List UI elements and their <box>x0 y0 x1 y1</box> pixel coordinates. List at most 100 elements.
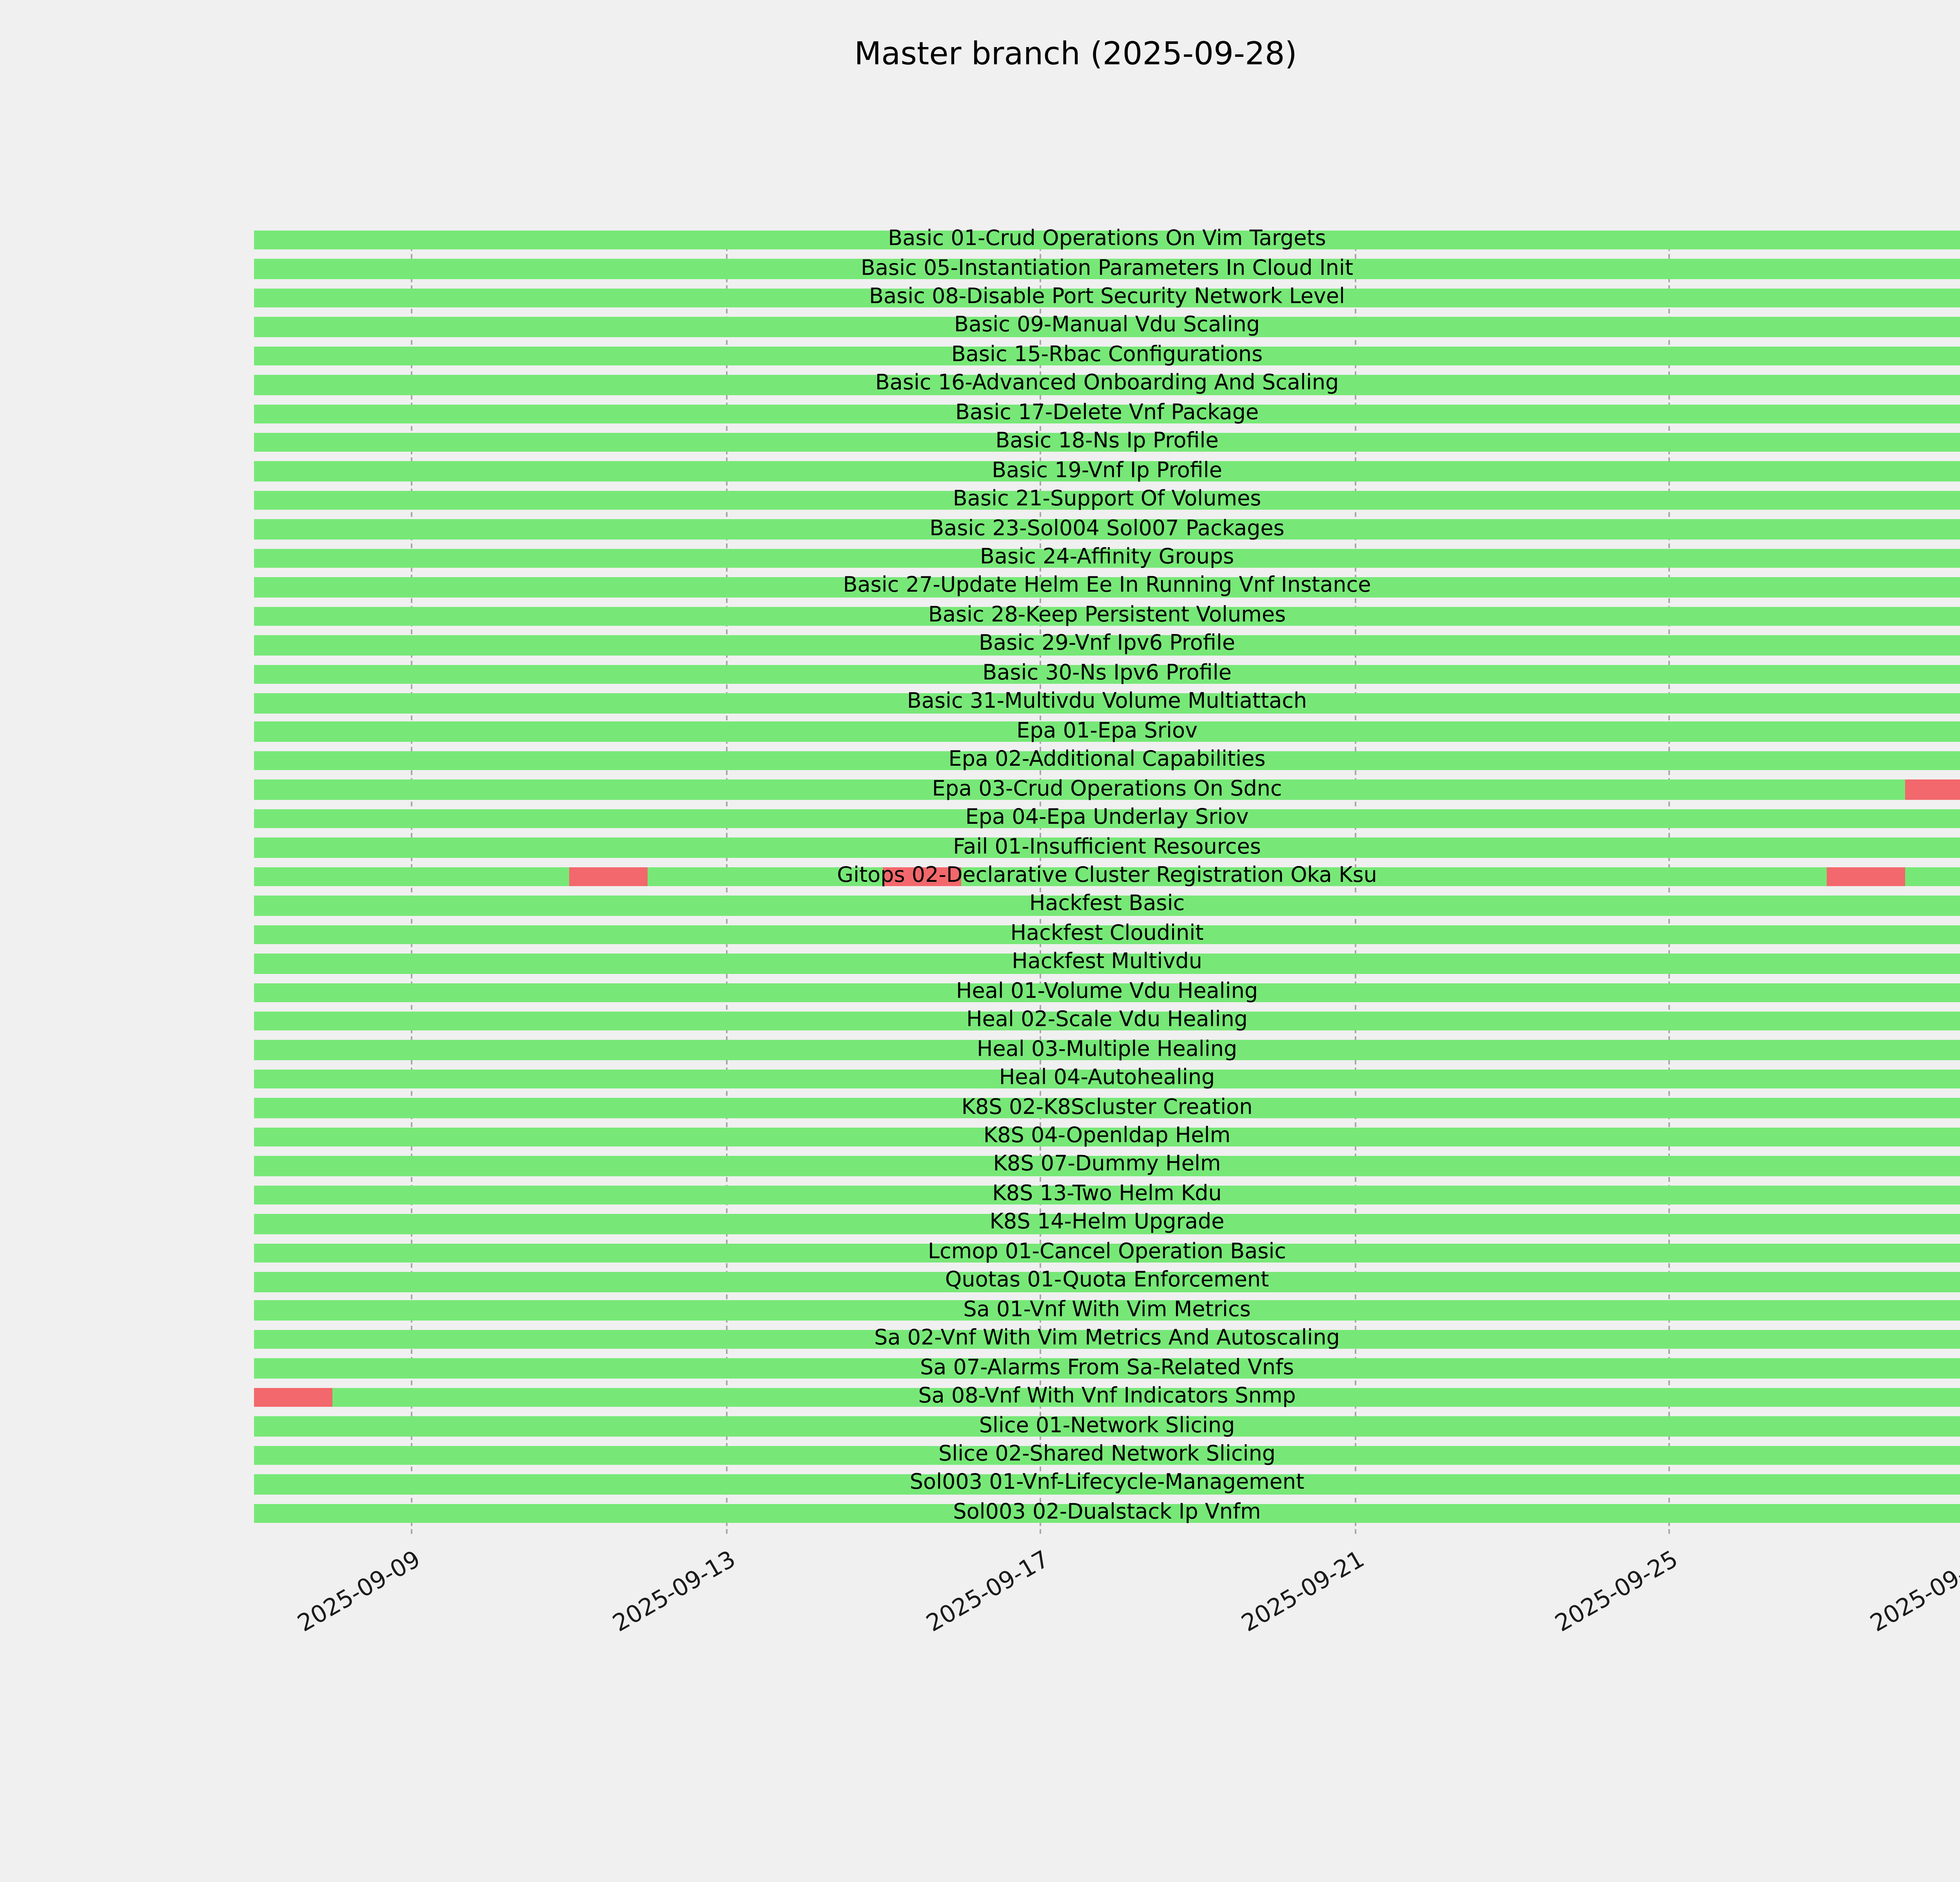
task-bar-segment-pass <box>254 809 1960 829</box>
task-label: Basic 09-Manual Vdu Scaling <box>954 313 1260 338</box>
task-label: Slice 01-Network Slicing <box>979 1413 1235 1438</box>
task-bar-segment-fail <box>568 867 647 887</box>
task-label: Heal 03-Multiple Healing <box>976 1036 1238 1062</box>
task-bar-segment-pass <box>254 1330 1960 1350</box>
task-label: Hackfest Basic <box>1029 892 1185 917</box>
task-label: Basic 30-Ns Ipv6 Profile <box>982 660 1232 686</box>
task-label: Basic 28-Keep Persistent Volumes <box>928 602 1286 628</box>
task-label: Basic 15-Rbac Configurations <box>951 342 1263 367</box>
task-bar-segment-pass <box>254 549 1960 568</box>
task-bar-segment-pass <box>254 983 1960 1002</box>
task-label: Fail 01-Insufficient Resources <box>953 834 1261 859</box>
task-bar-segment-pass <box>254 1272 1960 1292</box>
task-label: Epa 02-Additional Capabilities <box>948 747 1266 772</box>
task-label: Basic 16-Advanced Onboarding And Scaling <box>875 371 1339 396</box>
task-bar-segment-pass <box>254 317 1960 337</box>
task-label: Heal 01-Volume Vdu Healing <box>956 979 1258 1004</box>
task-label: Heal 04-Autohealing <box>999 1065 1215 1091</box>
task-bar-segment-pass <box>254 288 1960 308</box>
task-bar-segment-pass <box>332 1388 1960 1408</box>
task-bar-segment-pass <box>254 1474 1960 1494</box>
task-bar-segment-pass <box>254 461 1960 481</box>
task-label: Sa 07-Alarms From Sa-Related Vnfs <box>920 1355 1294 1380</box>
task-label: K8S 02-K8Scluster Creation <box>961 1094 1253 1120</box>
task-bar-segment-pass <box>254 954 1960 974</box>
task-label: K8S 04-Openldap Helm <box>983 1123 1231 1148</box>
task-label: Basic 23-Sol004 Sol007 Packages <box>929 516 1285 541</box>
task-label: Basic 18-Ns Ip Profile <box>995 429 1219 454</box>
x-axis-tick-label: 2025-09-25 <box>1550 1545 1683 1638</box>
chart-title: Master branch (2025-09-28) <box>854 35 1297 72</box>
task-bar-segment-fail <box>254 1388 333 1408</box>
task-bar-segment-pass <box>254 230 1960 250</box>
task-bar-segment-pass <box>254 1445 1960 1465</box>
task-label: Sa 08-Vnf With Vnf Indicators Snmp <box>918 1384 1296 1409</box>
task-label: Sa 02-Vnf With Vim Metrics And Autoscali… <box>874 1326 1340 1351</box>
task-bar-segment-pass <box>254 1359 1960 1379</box>
task-bar-segment-pass <box>254 1069 1960 1089</box>
task-bar-segment-pass <box>254 925 1960 945</box>
task-bar-segment-pass <box>254 1243 1960 1263</box>
x-axis-tick-label: 2025-09-29 <box>1865 1545 1960 1638</box>
task-bar-segment-pass <box>254 346 1960 366</box>
task-bar-segment-pass <box>254 693 1960 713</box>
task-bar-segment-pass <box>254 1156 1960 1176</box>
task-label: Basic 24-Affinity Groups <box>980 545 1234 570</box>
task-bar-segment-fail <box>1905 780 1960 800</box>
task-label: K8S 14-Helm Upgrade <box>989 1210 1225 1235</box>
task-bar-segment-pass <box>254 780 1905 800</box>
task-label: Gitops 02-Declarative Cluster Registrati… <box>837 863 1377 888</box>
task-bar-segment-pass <box>1905 867 1960 887</box>
task-label: Sol003 01-Vnf-Lifecycle-Management <box>909 1470 1305 1496</box>
task-label: Basic 01-Crud Operations On Vim Targets <box>888 226 1326 252</box>
task-label: Basic 21-Support Of Volumes <box>953 487 1261 512</box>
task-bar-segment-pass <box>254 520 1960 540</box>
task-label: Epa 01-Epa Sriov <box>1016 718 1198 743</box>
task-label: Basic 29-Vnf Ipv6 Profile <box>978 631 1236 657</box>
task-label: Hackfest Cloudinit <box>1010 921 1204 946</box>
task-bar-segment-pass <box>254 404 1960 423</box>
task-bar-segment-pass <box>254 1214 1960 1234</box>
task-bar-segment-pass <box>254 1040 1960 1060</box>
task-bar-segment-pass <box>254 867 569 887</box>
task-label: Lcmop 01-Cancel Operation Basic <box>927 1239 1286 1264</box>
x-axis-tick-label: 2025-09-13 <box>607 1545 740 1638</box>
task-bar-segment-pass <box>254 1011 1960 1031</box>
task-bar-segment-fail <box>883 867 962 887</box>
x-axis-tick-label: 2025-09-17 <box>922 1545 1054 1638</box>
task-bar-segment-pass <box>254 664 1960 684</box>
task-label: K8S 13-Two Helm Kdu <box>992 1181 1222 1206</box>
task-bar-segment-pass <box>254 259 1960 279</box>
task-bar-segment-pass <box>254 751 1960 771</box>
task-bar-segment-pass <box>254 577 1960 597</box>
task-bar-segment-pass <box>254 375 1960 395</box>
task-label: Epa 04-Epa Underlay Sriov <box>965 805 1249 830</box>
task-bar-segment-pass <box>254 1185 1960 1205</box>
task-label: Heal 02-Scale Vdu Healing <box>966 1007 1248 1033</box>
task-bar-segment-pass <box>254 1301 1960 1321</box>
task-label: Basic 05-Instantiation Parameters In Clo… <box>860 255 1354 280</box>
task-label: K8S 07-Dummy Helm <box>993 1152 1221 1177</box>
task-bar-segment-pass <box>254 1417 1960 1436</box>
task-bar-segment-fail <box>1826 867 1905 887</box>
task-label: Basic 31-Multivdu Volume Multiattach <box>907 689 1307 714</box>
task-bar-segment-pass <box>254 1503 1960 1523</box>
task-bar-segment-pass <box>647 867 883 887</box>
task-label: Basic 27-Update Helm Ee In Running Vnf I… <box>843 573 1371 599</box>
x-axis-tick-label: 2025-09-21 <box>1236 1545 1369 1638</box>
task-bar-segment-pass <box>254 490 1960 510</box>
task-bar-segment-pass <box>254 722 1960 742</box>
task-bar-segment-pass <box>254 432 1960 452</box>
task-label: Sa 01-Vnf With Vim Metrics <box>963 1297 1251 1322</box>
task-label: Quotas 01-Quota Enforcement <box>945 1268 1269 1293</box>
task-label: Basic 19-Vnf Ip Profile <box>992 458 1222 483</box>
task-bar-segment-pass <box>961 867 1826 887</box>
task-label: Epa 03-Crud Operations On Sdnc <box>932 776 1282 801</box>
task-bar-segment-pass <box>254 1098 1960 1118</box>
task-bar-segment-pass <box>254 606 1960 626</box>
task-bar-segment-pass <box>254 838 1960 857</box>
task-label: Slice 02-Shared Network Slicing <box>938 1441 1276 1467</box>
